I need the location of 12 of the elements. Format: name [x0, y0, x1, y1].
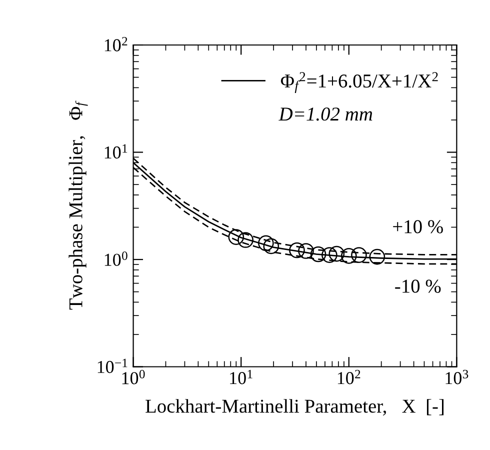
y-tick-label: 10$^{0}$ — [104, 252, 128, 266]
y-tick-label: 10$^{1}$ — [104, 144, 128, 159]
x-axis-title: Lockhart-Martinelli Parameter, X [-] — [146, 399, 444, 416]
annotation: +10 % — [393, 220, 443, 234]
annotation: D=1.02 mm — [278, 108, 372, 121]
annotation: -10 % — [395, 280, 441, 293]
legend-label: Φ$_{f}$$^{2}$=1+6.05/X+1/X$^{2}$ — [280, 72, 438, 93]
y-axis-title: Two-phase Multiplier, Φ$_{f}$ — [68, 100, 88, 310]
x-tick-label: 10$^{3}$ — [446, 370, 468, 384]
x-tick-label: 10$^{2}$ — [338, 370, 360, 384]
y-tick-label: 10$^{2}$ — [104, 37, 128, 52]
x-tick-label: 10$^{1}$ — [230, 370, 252, 384]
